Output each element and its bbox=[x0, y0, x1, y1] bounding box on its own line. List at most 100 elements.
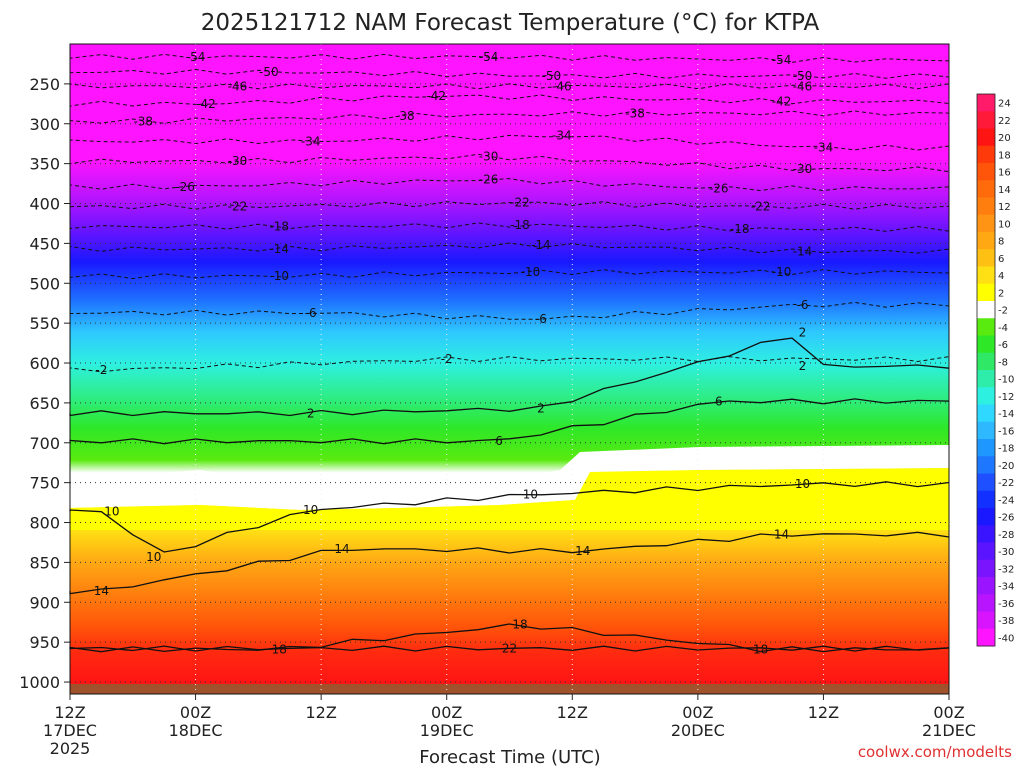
pressure-axis: 250 300 350 400 450 500 550 600 650 700 750 800 850 9… bbox=[19, 75, 70, 692]
colorbar-label: 22 bbox=[998, 116, 1011, 127]
colorbar-swatch bbox=[977, 128, 995, 147]
colorbar-label: -6 bbox=[998, 340, 1008, 351]
colorbar-swatch bbox=[977, 421, 995, 440]
colorbar-label: -40 bbox=[998, 633, 1014, 644]
contour-label: 10 bbox=[795, 477, 810, 491]
contour-label: 22 bbox=[502, 642, 517, 656]
contour-label: 6 bbox=[495, 434, 503, 448]
zero-celsius-layer bbox=[70, 445, 949, 510]
contour-label: -26 bbox=[479, 173, 499, 187]
contour-label: -38 bbox=[625, 106, 645, 120]
contour-label: -34 bbox=[301, 134, 321, 148]
colorbar-label: -20 bbox=[998, 461, 1014, 472]
colorbar-frame bbox=[976, 93, 996, 647]
x-tick-label: 21DEC bbox=[922, 721, 976, 740]
colorbar-swatch bbox=[977, 473, 995, 492]
y-tick-label: 650 bbox=[29, 394, 60, 413]
colorbar-label: -32 bbox=[998, 564, 1014, 575]
contour-label: 18 bbox=[272, 642, 287, 656]
credit-link[interactable]: coolwx.com/modelts bbox=[858, 743, 1012, 761]
contour-label: -22 bbox=[228, 200, 248, 214]
colorbar-swatch bbox=[977, 439, 995, 457]
isotherm-line bbox=[69, 356, 950, 373]
y-tick-label: 400 bbox=[29, 195, 60, 214]
contour-label: 2 bbox=[537, 401, 545, 415]
isotherm-line bbox=[69, 94, 950, 107]
isotherm-line bbox=[69, 337, 950, 417]
isotherm-line bbox=[69, 269, 950, 280]
contour-label: -34 bbox=[814, 141, 834, 155]
contour-label: -46 bbox=[228, 79, 248, 93]
contour-label: 14 bbox=[774, 527, 789, 541]
contour-label: 2 bbox=[799, 359, 807, 373]
colorbar-label: 16 bbox=[998, 168, 1011, 179]
colorbar-label: 14 bbox=[998, 185, 1011, 196]
colorbar-swatch bbox=[977, 214, 995, 233]
contour-label: -54 bbox=[479, 50, 499, 64]
contour-label: -18 bbox=[510, 218, 530, 232]
contour-label: 10 bbox=[146, 550, 161, 564]
colorbar-swatch bbox=[977, 508, 995, 526]
contour-label: -14 bbox=[531, 238, 551, 252]
colorbar-label: 18 bbox=[998, 150, 1011, 161]
contour-label: -38 bbox=[395, 109, 415, 123]
colorbar-label: 10 bbox=[998, 219, 1011, 230]
y-tick-label: 800 bbox=[29, 514, 60, 533]
isotherm-line bbox=[69, 301, 950, 320]
contour-label: 14 bbox=[334, 542, 349, 556]
y-tick-label: 500 bbox=[29, 274, 60, 293]
colorbar-swatch bbox=[977, 301, 995, 319]
colorbar-label: 12 bbox=[998, 202, 1011, 213]
contour-label: 18 bbox=[753, 642, 768, 656]
colorbar-label: -24 bbox=[998, 495, 1014, 506]
colorbar-swatch bbox=[977, 577, 995, 595]
x-axis-title: Forecast Time (UTC) bbox=[419, 747, 600, 768]
contour-label: -2 bbox=[441, 352, 453, 366]
contour-label: 10 bbox=[104, 504, 119, 518]
x-tick-label: 12Z bbox=[54, 703, 85, 722]
contour-label: 14 bbox=[94, 584, 109, 598]
contour-label: -18 bbox=[730, 222, 750, 236]
y-tick-label: 950 bbox=[29, 633, 60, 652]
colorbar-swatch bbox=[977, 266, 995, 285]
colorbar-label: -30 bbox=[998, 547, 1014, 558]
y-tick-label: 600 bbox=[29, 354, 60, 373]
x-tick-label: 00Z bbox=[431, 703, 462, 722]
colorbar-label: -14 bbox=[998, 409, 1014, 420]
contour-label: 2 bbox=[307, 406, 315, 420]
contour-labels: -54 -54 -54-50 -50 -50-46 -46 -46-42-42 -42-38-… bbox=[94, 50, 833, 657]
x-tick-label: 00Z bbox=[682, 703, 713, 722]
colorbar-label: -28 bbox=[998, 530, 1014, 541]
contour-label: -2 bbox=[95, 363, 107, 377]
contour-label: 10 bbox=[303, 503, 318, 517]
contour-label: 14 bbox=[575, 544, 590, 558]
y-tick-label: 750 bbox=[29, 474, 60, 493]
colorbar-swatch bbox=[977, 525, 995, 543]
isotherm-line bbox=[69, 398, 950, 445]
colorbar-swatch bbox=[977, 318, 995, 336]
colorbar-label: 8 bbox=[998, 237, 1004, 248]
colorbar-swatch bbox=[977, 370, 995, 388]
colorbar-label: -10 bbox=[998, 375, 1014, 386]
contour-label: -50 bbox=[259, 65, 279, 79]
contour-label: -50 bbox=[542, 69, 562, 83]
contour-label: -46 bbox=[552, 79, 572, 93]
y-tick-label: 850 bbox=[29, 553, 60, 572]
temperature-field bbox=[70, 44, 949, 684]
contour-label: -26 bbox=[709, 181, 729, 195]
y-tick-label: 700 bbox=[29, 434, 60, 453]
plot-area: -54 -54 -54-50 -50 -50-46 -46 -46-42-42 -42-38-… bbox=[69, 43, 950, 695]
colorbar-label: -26 bbox=[998, 513, 1014, 524]
x-tick-label: 2025 bbox=[50, 739, 91, 758]
colorbar-swatch bbox=[977, 594, 995, 612]
y-tick-label: 300 bbox=[29, 115, 60, 134]
isotherm-contours bbox=[69, 53, 950, 653]
y-tick-label: 1000 bbox=[19, 673, 60, 692]
contour-label: -10 bbox=[521, 265, 541, 279]
isotherm-line bbox=[69, 242, 950, 254]
x-tick-label: 00Z bbox=[180, 703, 211, 722]
colorbar-swatch bbox=[977, 111, 995, 129]
x-tick-label: 00Z bbox=[933, 703, 964, 722]
colorbar-swatch bbox=[977, 232, 995, 250]
isotherm-line bbox=[69, 623, 950, 653]
